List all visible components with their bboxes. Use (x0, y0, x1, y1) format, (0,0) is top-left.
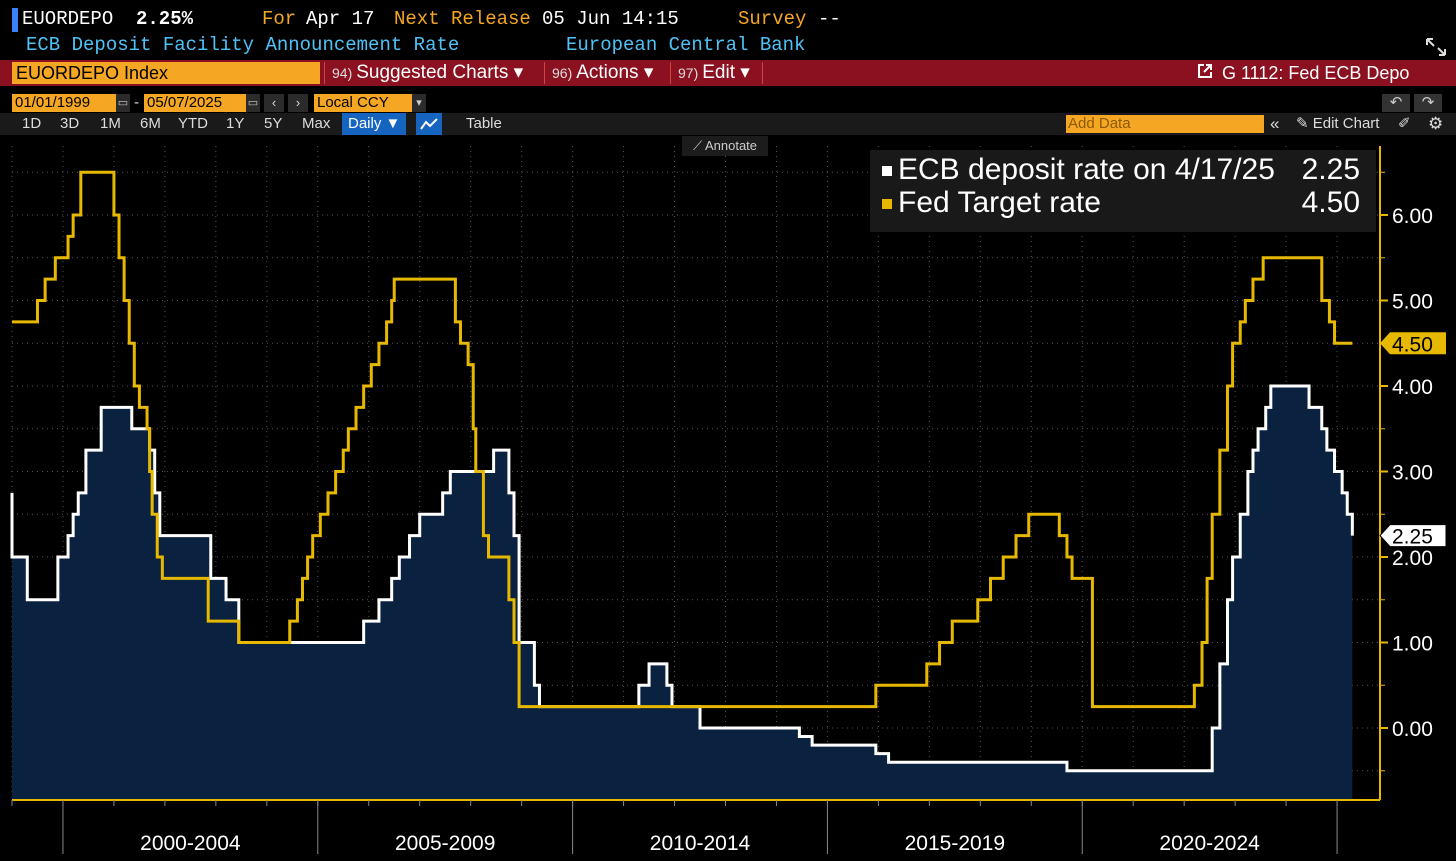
ecb-last-value-tag: 2.25 (1392, 526, 1433, 549)
edit-chart-label: Edit Chart (1312, 115, 1380, 132)
annotate-button[interactable]: ⟋ Annotate (682, 136, 768, 156)
range-ytd[interactable]: YTD (178, 115, 208, 132)
range-max[interactable]: Max (302, 115, 331, 132)
y-tick-label: 5.00 (1392, 291, 1433, 314)
calendar-icon[interactable]: ▭ (116, 94, 130, 112)
chart-settings-icon[interactable]: ✐ (1398, 115, 1411, 132)
menu-label: Edit ▾ (702, 62, 750, 83)
start-date-field[interactable]: 01/01/1999 (12, 94, 116, 112)
menu-separator (670, 62, 671, 84)
edit-chart-button[interactable]: ✎ Edit Chart (1296, 113, 1379, 135)
next-release-label: Next Release (394, 8, 531, 30)
external-link-icon (1196, 61, 1214, 87)
menu-label: Actions ▾ (576, 62, 654, 83)
range-1d[interactable]: 1D (22, 115, 42, 132)
y-tick-label: 1.00 (1392, 633, 1433, 656)
range-5y[interactable]: 5Y (264, 115, 283, 132)
ticker-symbol[interactable]: EUORDEPO (22, 8, 114, 30)
chart-legend (870, 150, 1376, 232)
menu-separator (324, 62, 325, 84)
end-date-field[interactable]: 05/07/2025 (144, 94, 246, 112)
range-6m[interactable]: 6M (140, 115, 161, 132)
menu-label: Suggested Charts ▾ (356, 62, 524, 83)
chevron-down-icon[interactable]: ▾ (412, 94, 426, 112)
range-1y[interactable]: 1Y (226, 115, 245, 132)
last-value: 2.25% (136, 8, 194, 30)
undo-icon[interactable]: ↶ (1382, 94, 1410, 112)
pencil-icon: ⟋ (692, 138, 705, 153)
security-description: ECB Deposit Facility Announcement Rate (26, 34, 460, 56)
survey-value: -- (818, 8, 841, 30)
legend-label: Fed Target rate (898, 186, 1101, 219)
related-chart-link[interactable]: G 1112: Fed ECB Depo (1196, 60, 1409, 86)
calendar-icon[interactable]: ▭ (246, 94, 260, 112)
next-period-icon[interactable]: › (288, 94, 308, 112)
y-tick-label: 4.00 (1392, 376, 1433, 399)
related-chart-label: G 1112: Fed ECB Depo (1222, 63, 1410, 83)
line-chart-icon[interactable] (416, 113, 442, 135)
for-date: Apr 17 (306, 8, 375, 30)
previous-period-icon[interactable]: ‹ (264, 94, 284, 112)
x-period-label: 2010-2014 (650, 832, 751, 855)
for-label: For (262, 8, 297, 30)
chart-series (10, 170, 1354, 800)
x-period-label: 2015-2019 (905, 832, 1005, 855)
menu-number: 94) (332, 65, 353, 81)
menu-separator (544, 62, 545, 84)
edit-menu[interactable]: 97) Edit ▾ (678, 60, 750, 86)
legend-swatch (882, 199, 892, 210)
ticker-marker (12, 8, 18, 32)
menu-number: 96) (552, 65, 573, 81)
menu-separator (762, 62, 763, 84)
y-tick-label: 6.00 (1392, 205, 1433, 228)
annotate-label: Annotate (704, 138, 758, 153)
table-button[interactable]: Table (466, 115, 502, 132)
ecb-area (12, 386, 1353, 800)
frequency-select[interactable]: Daily ▼ (342, 113, 407, 135)
y-tick-label: 3.00 (1392, 462, 1433, 485)
survey-label: Survey (738, 8, 807, 30)
x-period-label: 2000-2004 (140, 832, 241, 855)
collapse-icon[interactable]: « (1270, 114, 1280, 133)
rate-chart[interactable]: 0.001.002.003.004.005.006.004.502.252000… (0, 136, 1456, 861)
fed-line (12, 170, 1353, 709)
legend-label: ECB deposit rate on 4/17/25 (898, 153, 1275, 186)
legend-swatch (882, 166, 892, 177)
next-release-value: 05 Jun 14:15 (542, 8, 679, 30)
fed-last-value-tag-shape (1380, 332, 1446, 355)
legend-item-fed[interactable]: Fed Target rate (882, 186, 1101, 220)
pencil-icon: ✎ (1296, 115, 1313, 132)
range-3d[interactable]: 3D (60, 115, 80, 132)
gear-icon[interactable]: ⚙ (1428, 114, 1444, 133)
redo-icon[interactable]: ↷ (1414, 94, 1442, 112)
expand-icon[interactable] (1424, 36, 1448, 58)
data-source: European Central Bank (566, 34, 806, 56)
ecb-last-value-tag-shape (1379, 524, 1447, 548)
actions-menu[interactable]: 96) Actions ▾ (552, 60, 653, 86)
currency-select[interactable]: Local CCY (314, 94, 412, 112)
fed-last-value-tag: 4.50 (1392, 333, 1433, 356)
date-separator: - (134, 94, 139, 111)
y-tick-label: 0.00 (1392, 718, 1433, 741)
x-period-label: 2020-2024 (1159, 832, 1260, 855)
security-field[interactable]: EUORDEPO Index (12, 62, 320, 84)
add-data-input[interactable]: Add Data (1066, 115, 1264, 133)
menu-number: 97) (678, 65, 699, 81)
legend-item-ecb[interactable]: ECB deposit rate on 4/17/25 (882, 153, 1275, 187)
y-tick-label: 2.00 (1392, 547, 1433, 570)
suggested-charts-menu[interactable]: 94) Suggested Charts ▾ (332, 60, 523, 86)
chart-axes: 0.001.002.003.004.005.006.004.502.252000… (11, 146, 1447, 855)
x-period-label: 2005-2009 (395, 832, 495, 855)
legend-value-fed: 4.50 (1301, 186, 1360, 219)
legend-value-ecb: 2.25 (1301, 153, 1360, 186)
range-1m[interactable]: 1M (100, 115, 121, 132)
